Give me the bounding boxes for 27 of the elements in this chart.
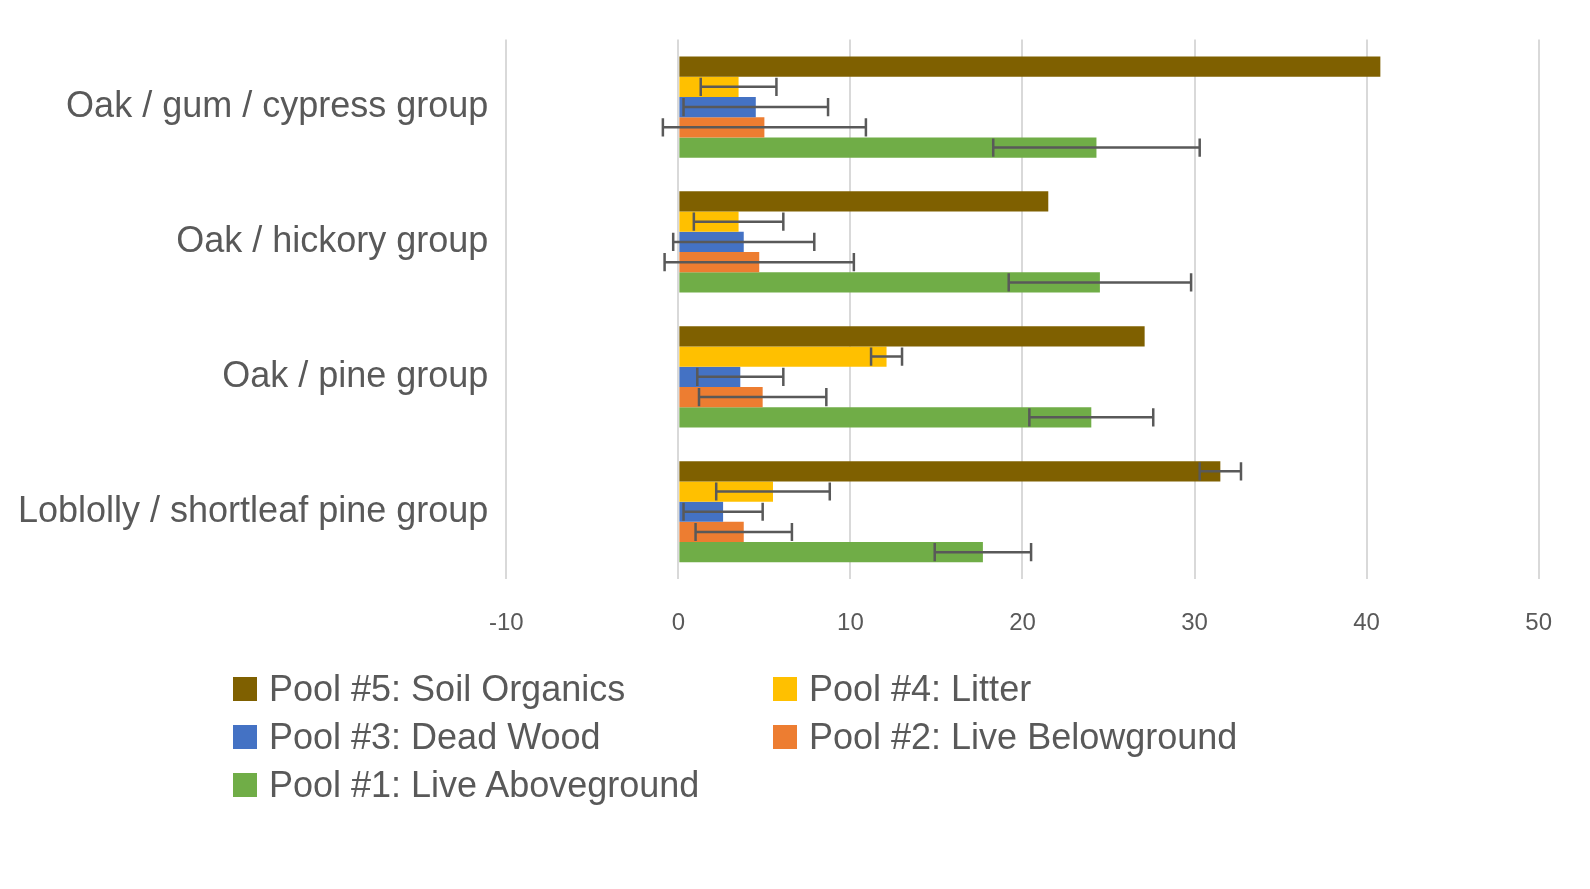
bar bbox=[679, 231, 744, 253]
y-tick-label: Oak / pine group bbox=[222, 353, 489, 395]
legend-label: Pool #2: Live Belowground bbox=[809, 716, 1238, 758]
bar bbox=[679, 326, 1145, 347]
x-tick-label: -10 bbox=[488, 608, 524, 636]
bar bbox=[679, 346, 887, 367]
y-tick-label: Oak / hickory group bbox=[176, 218, 489, 260]
legend-label: Pool #4: Litter bbox=[809, 668, 1032, 710]
bar bbox=[679, 272, 1100, 293]
legend-label: Pool #1: Live Aboveground bbox=[269, 764, 700, 806]
x-tick-label: 50 bbox=[1525, 608, 1552, 636]
y-tick-label: Loblolly / shortleaf pine group bbox=[17, 488, 489, 530]
bar bbox=[679, 137, 1097, 158]
bar bbox=[679, 542, 983, 563]
x-tick-label: 10 bbox=[837, 608, 864, 636]
x-tick-label: 20 bbox=[1009, 608, 1036, 636]
x-tick-label: 0 bbox=[671, 608, 686, 636]
bar bbox=[679, 56, 1381, 77]
x-tick-label: 30 bbox=[1181, 608, 1208, 636]
bar bbox=[679, 386, 763, 408]
x-tick-label: 40 bbox=[1353, 608, 1380, 636]
legend-label: Pool #3: Dead Wood bbox=[269, 716, 601, 758]
legend-label: Pool #5: Soil Organics bbox=[269, 668, 626, 710]
bar bbox=[679, 191, 1049, 212]
y-tick-label: Oak / gum / cypress group bbox=[66, 83, 489, 125]
bar bbox=[679, 461, 1221, 482]
bar bbox=[679, 407, 1092, 428]
